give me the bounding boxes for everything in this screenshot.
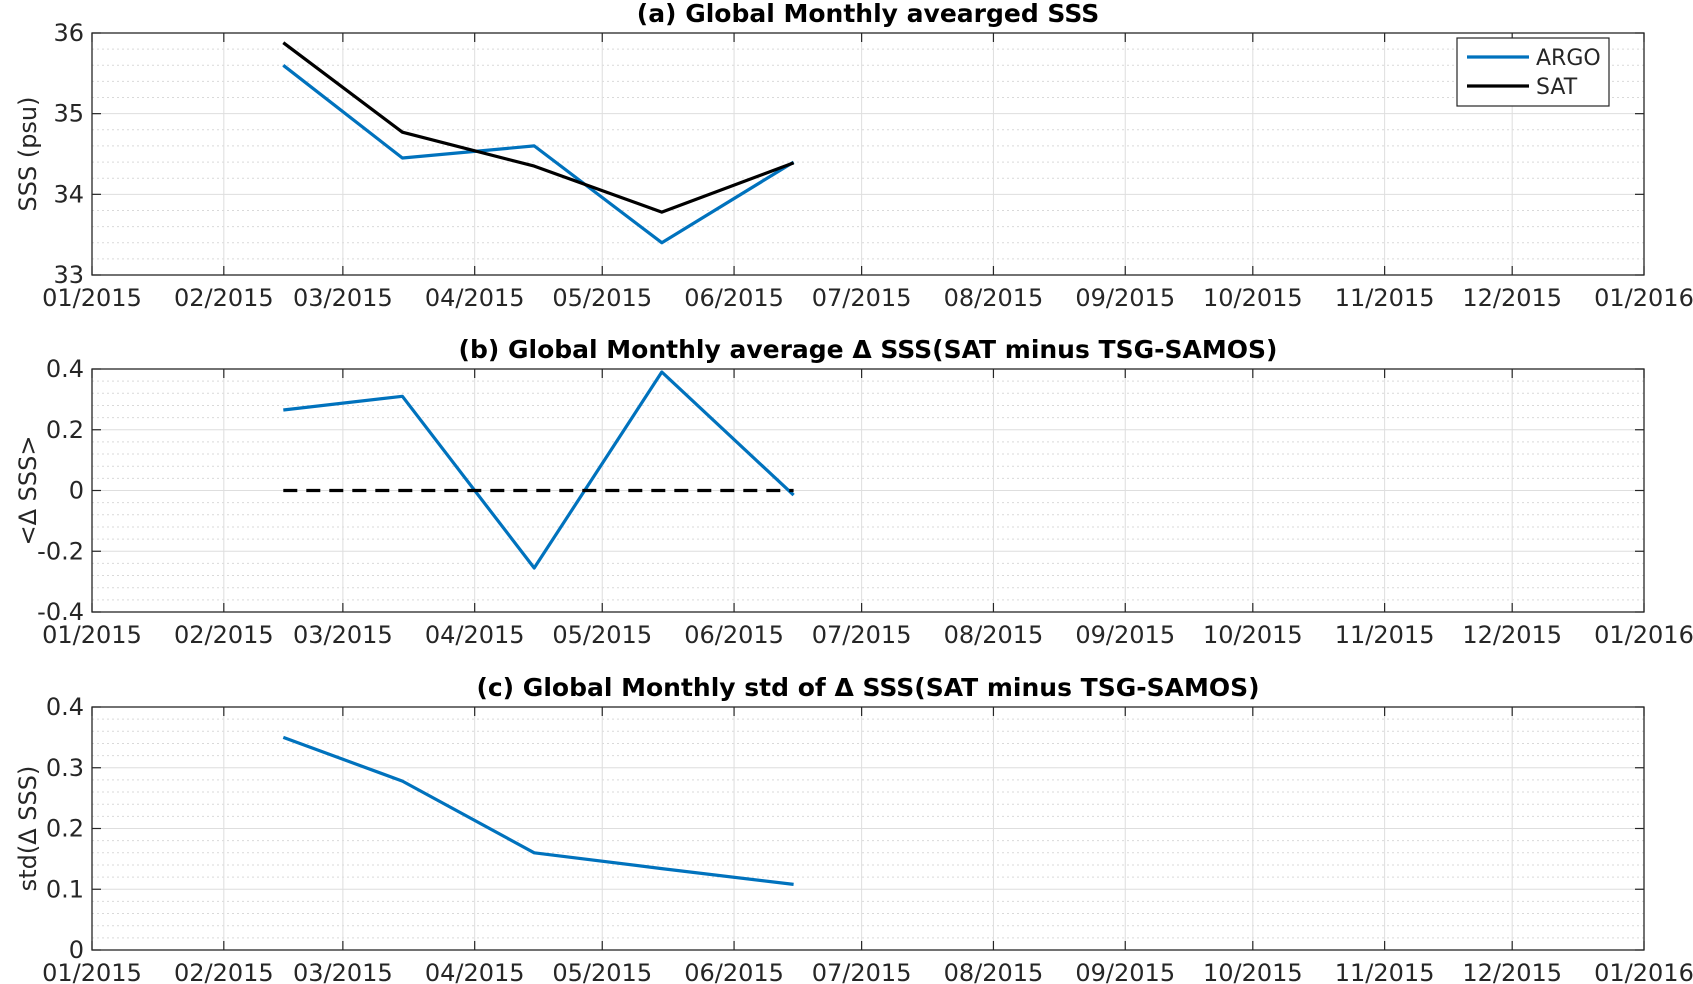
y-tick-label: -0.4 [37,598,84,626]
x-tick-label: 02/2015 [174,621,274,649]
axes-box [91,32,1645,276]
y-tick-label: 0 [69,477,84,505]
x-tick-label: 03/2015 [293,959,393,984]
y-axis-label: std(Δ SSS) [14,766,42,892]
x-tick-label: 12/2015 [1462,284,1562,312]
x-tick-label: 08/2015 [944,959,1044,984]
x-tick-label: 04/2015 [425,284,525,312]
x-tick-label: 03/2015 [293,284,393,312]
x-tick-label: 07/2015 [812,959,912,984]
x-tick-label: 12/2015 [1462,621,1562,649]
legend-box [1456,37,1610,107]
legend-label-sat: SAT [1536,75,1578,100]
chart-title: (b) Global Monthly average Δ SSS(SAT min… [459,335,1278,364]
x-tick-label: 10/2015 [1203,284,1303,312]
legend-label-argo: ARGO [1536,46,1601,71]
x-tick-label: 06/2015 [684,284,784,312]
y-tick-label: 0 [69,936,84,964]
x-tick-label: 04/2015 [425,959,525,984]
x-tick-label: 03/2015 [293,621,393,649]
y-tick-label: 0.3 [46,754,84,782]
y-tick-label: 0.2 [46,815,84,843]
y-axis-label: <Δ SSS> [14,436,42,546]
y-tick-label: 36 [53,19,84,47]
x-tick-label: 01/2016 [1594,621,1693,649]
y-tick-label: 0.1 [46,875,84,903]
x-tick-label: 02/2015 [174,284,274,312]
x-tick-label: 07/2015 [812,621,912,649]
chart-panel-b: 01/2015 02/2015 03/2015 04/2015 05/2015 06/20… [14,335,1693,649]
y-tick-label: -0.2 [37,537,84,565]
legend: ARGO SAT [1456,37,1610,107]
x-tick-label: 01/2015 [42,621,142,649]
x-tick-label: 11/2015 [1335,284,1435,312]
x-tick-label: 08/2015 [944,621,1044,649]
x-tick-label: 05/2015 [552,959,652,984]
series-line-argo [282,64,795,245]
y-tick-label: 0.4 [46,693,84,721]
y-axis-label: SSS (psu) [14,96,42,211]
y-tick-label: 35 [53,100,84,128]
chart-panel-c: 01/2015 02/2015 03/2015 04/2015 05/2015 06/20… [14,673,1693,984]
x-tick-label: 05/2015 [552,621,652,649]
y-tick-label: 0.2 [46,416,84,444]
x-tick-label: 01/2016 [1594,284,1693,312]
x-tick-label: 09/2015 [1075,959,1175,984]
x-tick-label: 02/2015 [174,959,274,984]
x-tick-label: 01/2015 [42,284,142,312]
x-tick-label: 01/2016 [1594,959,1693,984]
chart-title: (c) Global Monthly std of Δ SSS(SAT minu… [476,673,1259,702]
x-tick-label: 12/2015 [1462,959,1562,984]
chart-title: (a) Global Monthly avearged SSS [637,0,1099,28]
y-tick-label: 0.4 [46,355,84,383]
x-tick-label: 09/2015 [1075,621,1175,649]
series-line-delta-sss [283,370,795,570]
x-tick-label: 11/2015 [1335,621,1435,649]
x-tick-label: 11/2015 [1335,959,1435,984]
y-tick-label: 34 [53,180,84,208]
y-tick-label: 33 [53,261,84,289]
x-tick-label: 04/2015 [425,621,525,649]
x-tick-label: 01/2015 [42,959,142,984]
x-tick-label: 06/2015 [684,959,784,984]
x-tick-label: 05/2015 [552,284,652,312]
x-tick-label: 10/2015 [1203,959,1303,984]
x-tick-label: 06/2015 [684,621,784,649]
x-tick-label: 10/2015 [1203,621,1303,649]
series-line-sat [282,41,795,214]
chart-panel-a: 01/2015 02/2015 03/2015 04/2015 05/2015 06/20… [14,0,1693,312]
x-tick-label: 07/2015 [812,284,912,312]
x-tick-label: 08/2015 [944,284,1044,312]
series-line-delta-sss [282,735,794,886]
x-tick-label: 09/2015 [1075,284,1175,312]
